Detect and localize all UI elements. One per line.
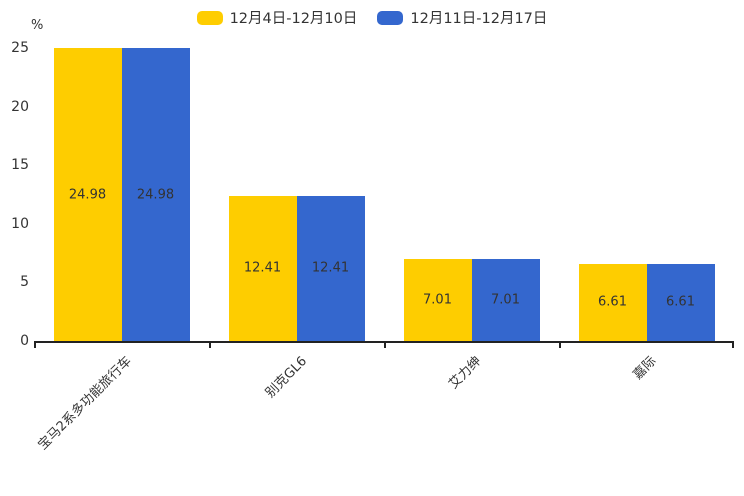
x-axis-tick bbox=[34, 343, 36, 348]
legend-label-series-1: 12月4日-12月10日 bbox=[229, 11, 358, 27]
bar-value-label: 12.41 bbox=[243, 260, 282, 276]
x-axis-category-label: 嘉际 bbox=[630, 353, 660, 383]
y-axis-tick-label: 10 bbox=[11, 215, 29, 232]
bar-series-2-别克GL6: 12.41 bbox=[296, 195, 365, 341]
legend-label-series-2: 12月11日-12月17日 bbox=[410, 11, 548, 27]
x-axis-category-label: 别克GL6 bbox=[262, 353, 310, 401]
y-axis-tick-label: 0 bbox=[20, 333, 29, 349]
bar-value-label: 6.61 bbox=[666, 294, 695, 310]
x-axis-category-label: 艾力绅 bbox=[446, 353, 485, 393]
bar-series-2-艾力绅: 7.01 bbox=[471, 258, 540, 341]
y-axis-unit-label: % bbox=[31, 18, 44, 33]
x-axis-category-label: 宝马2系多功能旅行车 bbox=[35, 353, 135, 454]
x-axis-tick bbox=[732, 343, 734, 348]
x-axis-tick bbox=[209, 343, 211, 348]
bar-value-label: 7.01 bbox=[423, 292, 452, 308]
x-axis-tick bbox=[559, 343, 561, 348]
y-axis-tick-label: 15 bbox=[11, 157, 29, 174]
legend: 12月4日-12月10日 12月11日-12月17日 bbox=[0, 7, 744, 28]
legend-item-series-1: 12月4日-12月10日 bbox=[196, 7, 358, 28]
bar-value-label: 24.98 bbox=[136, 187, 175, 203]
bar-value-label: 12.41 bbox=[311, 260, 350, 276]
y-axis-tick-label: 5 bbox=[20, 274, 29, 291]
y-axis-tick-label: 20 bbox=[11, 98, 29, 115]
legend-swatch-series-2 bbox=[377, 10, 404, 25]
x-axis-tick bbox=[384, 343, 386, 348]
legend-item-series-2: 12月11日-12月17日 bbox=[377, 7, 547, 28]
bar-series-2-嘉际: 6.61 bbox=[646, 263, 715, 341]
y-axis-tick-label: 25 bbox=[11, 40, 29, 56]
bar-value-label: 24.98 bbox=[68, 187, 107, 203]
bar-series-2-宝马2系多功能旅行车: 24.98 bbox=[121, 48, 190, 341]
bar-value-label: 7.01 bbox=[491, 292, 520, 308]
bar-series-1-宝马2系多功能旅行车: 24.98 bbox=[53, 48, 122, 341]
plot-area: 24.98 24.98 12.41 12.41 7.01 7.01 6.61 6.61 bbox=[34, 48, 734, 348]
bar-series-1-艾力绅: 7.01 bbox=[403, 258, 472, 341]
legend-swatch-series-1 bbox=[196, 10, 223, 25]
bar-value-label: 6.61 bbox=[598, 294, 627, 310]
bar-series-1-别克GL6: 12.41 bbox=[228, 195, 297, 341]
bar-series-1-嘉际: 6.61 bbox=[578, 263, 647, 341]
